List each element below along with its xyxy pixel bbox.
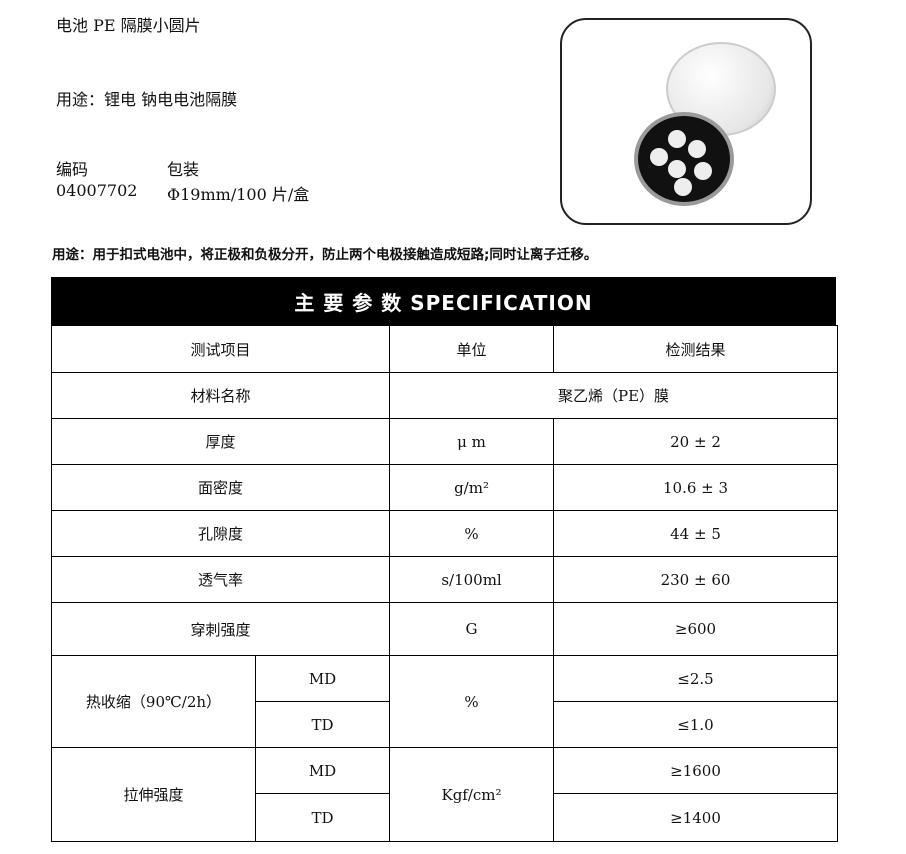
table-row: 面密度 g/m² 10.6 ± 3 — [50, 464, 839, 511]
direction-cell: TD — [254, 701, 391, 748]
table-row: TD ≥1400 — [52, 793, 839, 842]
result-cell: ≤2.5 — [553, 655, 839, 702]
header-unit: 单位 — [389, 325, 555, 373]
code-label: 编码 — [56, 160, 89, 179]
item-cell: 孔隙度 — [50, 510, 391, 557]
result-cell: ≥600 — [553, 602, 839, 656]
unit-cell: Kgf/cm² — [389, 747, 555, 842]
spec-table: 测试项目 单位 检测结果 材料名称 聚乙烯（PE）膜 厚度 μ m 20 ± 2… — [50, 325, 839, 842]
table-row: 厚度 μ m 20 ± 2 — [50, 418, 839, 465]
direction-cell: MD — [254, 655, 391, 702]
material-label: 材料名称 — [50, 372, 391, 419]
code-value: 04007702 — [56, 181, 138, 200]
result-cell: ≥1400 — [553, 793, 839, 842]
product-photo — [560, 18, 812, 225]
package-value: Φ19mm/100 片/盒 — [167, 185, 310, 204]
dish-with-discs — [634, 112, 734, 206]
unit-cell: μ m — [389, 418, 555, 465]
direction-cell: TD — [254, 793, 391, 842]
item-cell: 穿刺强度 — [50, 602, 391, 656]
unit-cell: s/100ml — [389, 556, 555, 603]
item-cell: 透气率 — [50, 556, 391, 603]
result-cell: ≥1600 — [553, 747, 839, 794]
unit-cell: G — [389, 602, 555, 656]
table-row: 孔隙度 % 44 ± 5 — [50, 510, 839, 557]
unit-cell: g/m² — [389, 464, 555, 511]
description: 用途：用于扣式电池中，将正极和负极分开，防止两个电极接触造成短路;同时让离子迁移… — [52, 247, 598, 263]
result-cell: ≤1.0 — [553, 701, 839, 748]
table-row: 拉伸强度 MD Kgf/cm² ≥1600 — [51, 747, 839, 842]
item-cell: 拉伸强度 — [51, 747, 256, 842]
item-cell: 厚度 — [50, 418, 391, 465]
table-row: 热收缩（90℃/2h） MD % ≤2.5 — [51, 655, 839, 748]
product-title: 电池 PE 隔膜小圆片 — [56, 16, 201, 35]
item-cell: 热收缩（90℃/2h） — [51, 655, 256, 748]
unit-cell: % — [389, 655, 555, 748]
result-cell: 10.6 ± 3 — [553, 464, 839, 511]
result-cell: 20 ± 2 — [553, 418, 839, 465]
usage-line: 用途：锂电 钠电电池隔膜 — [56, 90, 238, 109]
direction-cell: MD — [254, 747, 391, 794]
unit-cell: % — [389, 510, 555, 557]
package-label: 包装 — [167, 160, 200, 179]
header-item: 测试项目 — [50, 325, 391, 373]
table-row: 穿刺强度 G ≥600 — [50, 602, 839, 656]
material-value: 聚乙烯（PE）膜 — [389, 372, 839, 419]
header-result: 检测结果 — [553, 325, 839, 373]
spec-header: 主 要 参 数 SPECIFICATION — [51, 277, 836, 325]
result-cell: 230 ± 60 — [553, 556, 839, 603]
item-cell: 面密度 — [50, 464, 391, 511]
table-row: 材料名称 聚乙烯（PE）膜 — [50, 372, 839, 419]
result-cell: 44 ± 5 — [553, 510, 839, 557]
table-row: 透气率 s/100ml 230 ± 60 — [50, 556, 839, 603]
table-header-row: 测试项目 单位 检测结果 — [50, 325, 839, 373]
